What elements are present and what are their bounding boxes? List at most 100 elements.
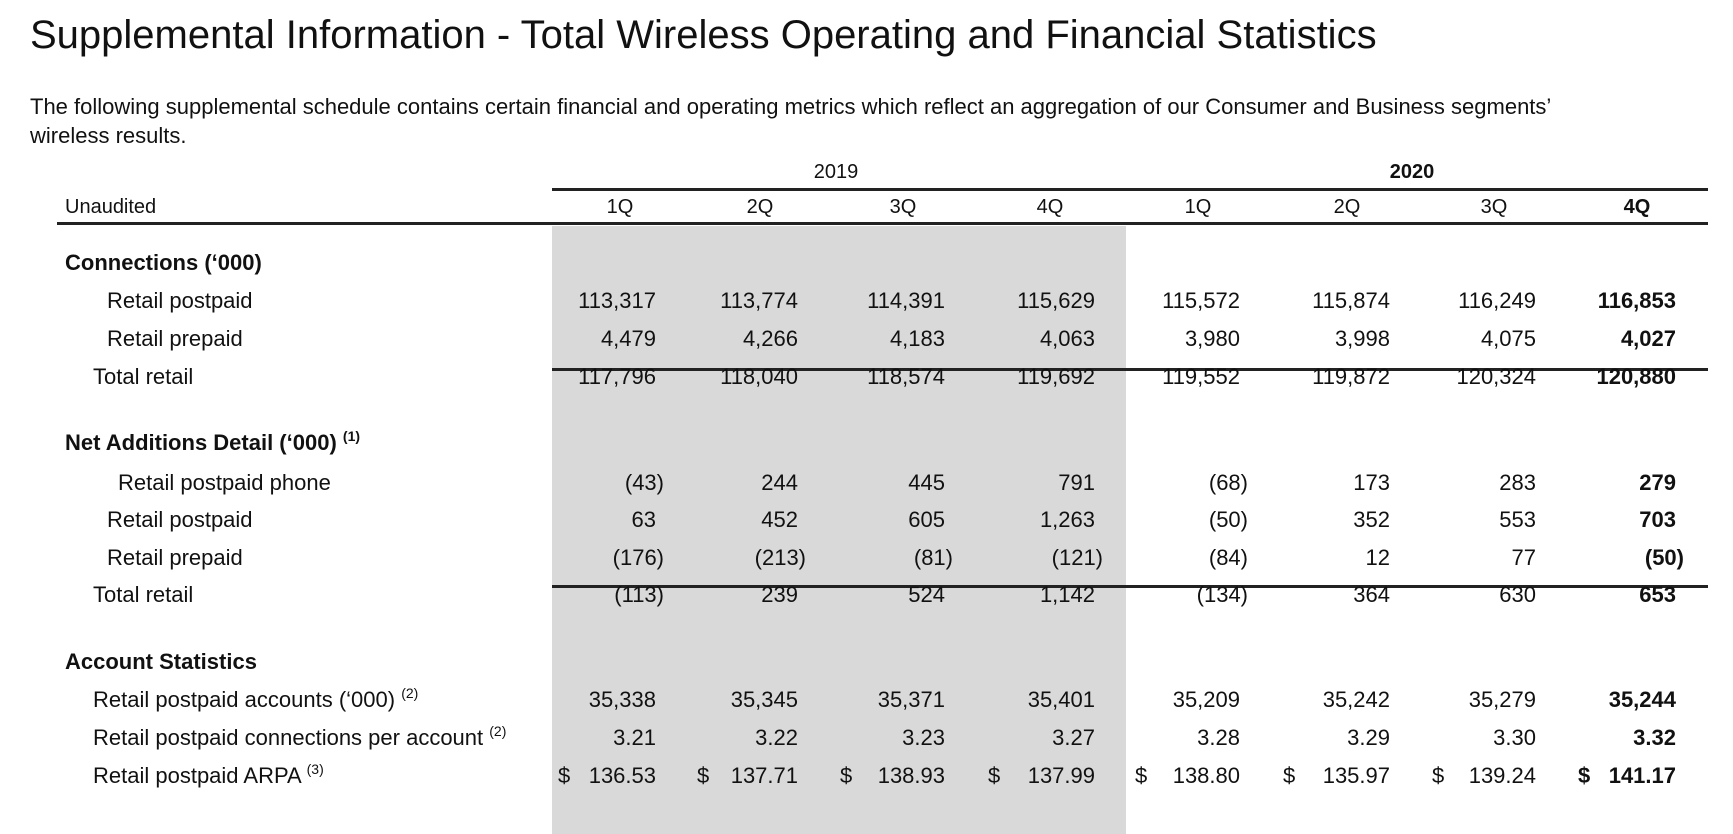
quarter-header-2020-1Q: 1Q: [1184, 196, 1212, 218]
table-cell: 135.97: [1322, 763, 1390, 788]
currency-symbol: $: [1432, 763, 1445, 788]
table-cell: 524: [908, 582, 945, 607]
table-cell: 3.27: [1052, 725, 1095, 750]
row-label: Retail postpaid ARPA (3): [93, 761, 324, 789]
table-cell: 4,027: [1620, 326, 1676, 351]
row-label: Retail postpaid accounts (‘000) (2): [93, 685, 419, 713]
table-cell: 116,853: [1597, 288, 1676, 313]
currency-symbol: $: [1135, 763, 1148, 788]
currency-symbol: $: [1578, 763, 1591, 788]
table-cell: 4,075: [1480, 326, 1536, 351]
table-cell: 283: [1499, 470, 1536, 495]
table-cell: 35,401: [1027, 687, 1095, 712]
table-cell: 35,244: [1608, 687, 1676, 712]
table-cell: 138.80: [1172, 763, 1240, 788]
table-cell: 114,391: [867, 288, 945, 313]
table-cell: 279: [1639, 470, 1676, 495]
table-cell: 3.32: [1633, 725, 1676, 750]
table-cell: 12: [1365, 545, 1390, 570]
row-label-text: Retail postpaid: [107, 288, 253, 313]
year-header-2020: 2020: [1389, 161, 1435, 183]
table-cell: 139.24: [1468, 763, 1536, 788]
row-label: Total retail: [93, 582, 193, 608]
subtotal-rule: [552, 368, 1708, 371]
section-heading: Net Additions Detail (‘000) (1): [65, 428, 361, 456]
section-heading-text: Account Statistics: [65, 649, 257, 674]
footnote-marker: (1): [342, 428, 361, 444]
table-cell: 364: [1353, 582, 1390, 607]
quarter-header-2020-2Q: 2Q: [1333, 196, 1361, 218]
year-header-2019: 2019: [813, 161, 859, 183]
table-cell: 4,183: [889, 326, 945, 351]
row-label-text: Retail prepaid: [107, 545, 243, 570]
table-cell: 138.93: [877, 763, 945, 788]
table-cell: 115,629: [1017, 288, 1095, 313]
table-cell: 35,345: [730, 687, 798, 712]
table-cell: 141.17: [1608, 763, 1676, 788]
table-cell: 703: [1639, 507, 1676, 532]
table-cell: 3.29: [1347, 725, 1390, 750]
currency-symbol: $: [697, 763, 710, 788]
row-label-text: Total retail: [93, 582, 194, 607]
table-cell: 35,279: [1468, 687, 1536, 712]
table-cell: 239: [761, 582, 798, 607]
row-label-text: Total retail: [93, 364, 194, 389]
row-label: Retail prepaid: [107, 545, 243, 571]
table-cell: 115,874: [1312, 288, 1390, 313]
table-cell: 118,040: [720, 364, 798, 389]
table-cell: (213): [754, 545, 806, 570]
table-cell: 3.22: [755, 725, 798, 750]
subtotal-rule: [552, 585, 1708, 588]
table-cell: (50): [1208, 507, 1248, 532]
table-cell: (43): [624, 470, 664, 495]
table-cell: 35,338: [588, 687, 656, 712]
table-cell: 4,479: [600, 326, 656, 351]
table-cell: 115,572: [1162, 288, 1240, 313]
row-label-text: Retail postpaid phone: [118, 470, 331, 495]
table-cell: 113,774: [720, 288, 798, 313]
table-cell: (176): [612, 545, 664, 570]
table-cell: 1,263: [1039, 507, 1095, 532]
table-cell: 118,574: [867, 364, 945, 389]
quarter-header-2019-1Q: 1Q: [606, 196, 634, 218]
table-cell: 4,266: [742, 326, 798, 351]
table-cell: 445: [908, 470, 945, 495]
year-header-rule: [552, 188, 1708, 191]
table-cell: 137.99: [1027, 763, 1095, 788]
table-cell: 3,998: [1334, 326, 1390, 351]
shaded-2019-columns: [552, 226, 1126, 834]
table-cell: 77: [1511, 545, 1536, 570]
table-cell: (68): [1208, 470, 1248, 495]
table-cell: 244: [761, 470, 798, 495]
section-heading-text: Connections (‘000): [65, 250, 262, 275]
table-cell: (81): [913, 545, 953, 570]
table-cell: 137.71: [730, 763, 798, 788]
row-label: Retail prepaid: [107, 326, 243, 352]
section-heading-text: Net Additions Detail (‘000): [65, 430, 337, 455]
table-cell: (50): [1644, 545, 1684, 570]
row-label: Retail postpaid phone: [118, 470, 331, 496]
footnote-marker: (2): [401, 685, 419, 701]
table-cell: 791: [1058, 470, 1095, 495]
table-cell: 452: [761, 507, 798, 532]
row-label-text: Retail postpaid ARPA: [93, 763, 301, 788]
table-cell: (113): [614, 582, 664, 607]
row-label: Total retail: [93, 364, 193, 390]
row-label: Retail postpaid connections per account …: [93, 723, 506, 751]
table-cell: 35,209: [1172, 687, 1240, 712]
row-label-text: Retail postpaid connections per account: [93, 725, 484, 750]
column-header-rule: [57, 222, 1708, 225]
row-label-text: Retail prepaid: [107, 326, 243, 351]
table-cell: 136.53: [588, 763, 656, 788]
row-label-text: Retail postpaid: [107, 507, 253, 532]
table-cell: (121): [1051, 545, 1103, 570]
row-label-text: Retail postpaid accounts (‘000): [93, 687, 396, 712]
currency-symbol: $: [840, 763, 853, 788]
table-cell: 113,317: [578, 288, 656, 313]
intro-paragraph-line-1: The following supplemental schedule cont…: [30, 94, 1552, 119]
currency-symbol: $: [558, 763, 571, 788]
table-cell: 653: [1639, 582, 1676, 607]
quarter-header-2020-3Q: 3Q: [1480, 196, 1508, 218]
table-cell: 4,063: [1039, 326, 1095, 351]
table-cell: 3.30: [1493, 725, 1536, 750]
